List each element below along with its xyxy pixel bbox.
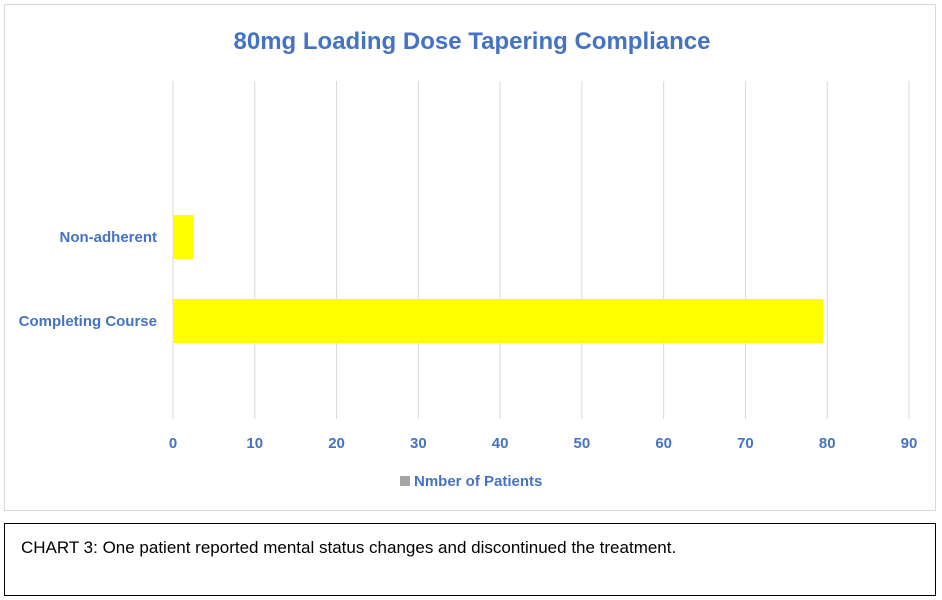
category-label: Completing Course — [19, 313, 157, 330]
category-label: Non-adherent — [60, 229, 158, 246]
x-tick-label: 90 — [901, 435, 918, 452]
chart-caption-box: CHART 3: One patient reported mental sta… — [4, 523, 936, 596]
grid-lines — [172, 81, 910, 419]
x-tick-label: 30 — [410, 435, 427, 452]
chart-caption: CHART 3: One patient reported mental sta… — [21, 538, 677, 557]
x-tick-label: 10 — [246, 435, 263, 452]
x-tick-label: 60 — [655, 435, 672, 452]
legend-label: Nmber of Patients — [414, 473, 542, 490]
bar — [173, 299, 824, 343]
bars — [173, 215, 824, 343]
legend-marker — [400, 476, 410, 486]
x-tick-label: 0 — [169, 435, 177, 452]
x-tick-label: 40 — [492, 435, 509, 452]
bar-chart: 80mg Loading Dose Tapering Compliance No… — [19, 28, 918, 490]
legend: Nmber of Patients — [400, 473, 542, 490]
x-tick-label: 50 — [574, 435, 591, 452]
x-tick-label: 20 — [328, 435, 345, 452]
chart-area: 80mg Loading Dose Tapering Compliance No… — [4, 4, 936, 511]
chart-title: 80mg Loading Dose Tapering Compliance — [234, 28, 711, 55]
x-tick-labels: 0 10 20 30 40 50 60 70 80 90 — [169, 435, 918, 452]
x-tick-label: 70 — [737, 435, 754, 452]
bar — [173, 215, 194, 259]
x-tick-label: 80 — [819, 435, 836, 452]
category-labels: Non-adherent Completing Course — [19, 229, 157, 330]
